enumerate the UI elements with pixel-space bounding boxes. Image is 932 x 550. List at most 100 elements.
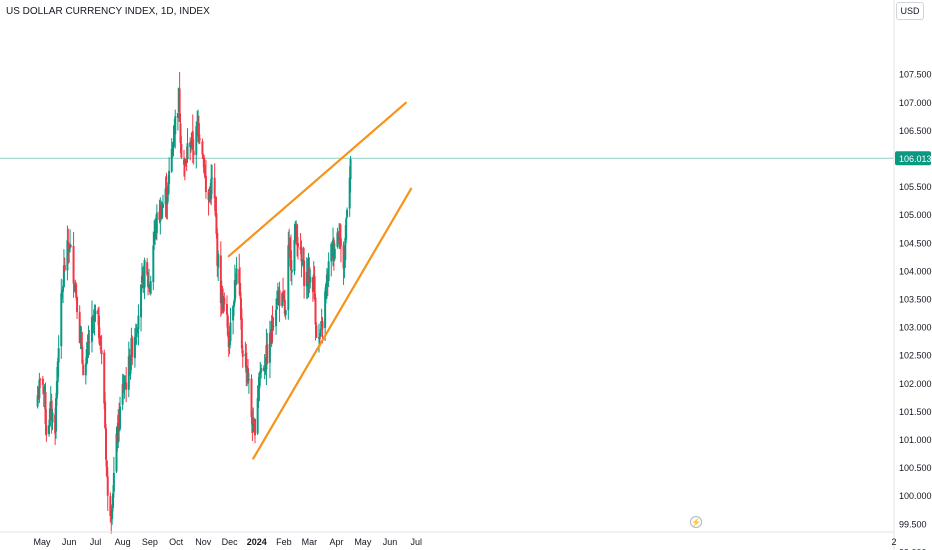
candle [223, 292, 226, 312]
candle [125, 366, 128, 403]
candle [250, 374, 253, 425]
candle [119, 396, 122, 432]
x-tick-label: Jul [411, 537, 423, 547]
candle [178, 71, 181, 123]
x-tick-label: Mar [302, 537, 318, 547]
y-tick-label: 99.500 [899, 519, 927, 529]
x-tick-label: Jun [62, 537, 77, 547]
trendline-upper[interactable] [227, 101, 407, 258]
candle [147, 268, 150, 289]
candle [349, 155, 352, 193]
candle [57, 335, 60, 377]
candle [189, 137, 192, 161]
candle [106, 467, 109, 511]
candle [137, 304, 140, 346]
x-tick-label: Sep [142, 537, 158, 547]
candle [262, 365, 265, 372]
y-tick-label: 104.000 [899, 266, 932, 276]
x-tick-label: 2024 [247, 537, 267, 547]
candle [81, 331, 84, 365]
candle [122, 374, 125, 394]
x-tick-label: Dec [222, 537, 239, 547]
candle [284, 309, 287, 320]
candle [135, 324, 138, 345]
candle [104, 423, 107, 467]
candle [258, 372, 261, 402]
candle [260, 364, 263, 379]
candle [333, 243, 336, 262]
candle [115, 426, 118, 473]
x-tick-label: Nov [195, 537, 212, 547]
y-tick-label: 99.000 [899, 547, 927, 550]
candle [198, 134, 201, 144]
candle [275, 298, 278, 335]
y-tick-label: 105.500 [899, 182, 932, 192]
candle [90, 300, 93, 353]
candle [94, 304, 97, 322]
candle [270, 315, 273, 348]
candle [147, 272, 150, 296]
candle [245, 344, 248, 386]
candle [289, 234, 292, 282]
candle [268, 320, 271, 379]
candle [131, 335, 134, 366]
candle [216, 228, 219, 277]
y-tick-label: 101.000 [899, 435, 932, 445]
price-axis: 99.000 99.500 100.000 100.500 101.000 101.500… [893, 0, 932, 550]
y-tick-label: 102.500 [899, 351, 932, 361]
y-tick-label: 100.500 [899, 463, 932, 473]
candle [296, 236, 299, 260]
candle [100, 335, 103, 365]
candle [272, 316, 275, 331]
candle [204, 159, 207, 199]
candle [211, 164, 214, 194]
x-tick-label: Apr [330, 537, 344, 547]
y-tick-label: 102.000 [899, 379, 932, 389]
y-tick-label: 100.000 [899, 491, 932, 501]
x-tick-label: Feb [276, 537, 292, 547]
candle [186, 128, 189, 163]
candle [263, 353, 266, 380]
candle [180, 136, 183, 159]
currency-button[interactable]: USD [896, 2, 924, 20]
candle [300, 240, 303, 278]
candle [226, 313, 229, 338]
candle [109, 492, 112, 523]
candle [82, 359, 85, 376]
candle [149, 275, 152, 296]
x-tick-label: May [354, 537, 372, 547]
candle [203, 154, 206, 175]
candle [174, 109, 177, 149]
candles [36, 71, 352, 534]
candle [41, 376, 44, 395]
candle [217, 250, 220, 282]
candle [66, 225, 69, 281]
x-tick-label: Jun [383, 537, 398, 547]
candle [69, 244, 72, 248]
candle [195, 121, 198, 169]
candle [235, 256, 238, 286]
candle [346, 207, 349, 219]
candle [210, 164, 213, 206]
candle [252, 407, 255, 433]
y-tick-label: 107.500 [899, 70, 932, 80]
trendline-lower[interactable] [252, 187, 413, 460]
candle [161, 194, 164, 208]
candle [104, 391, 107, 430]
candle [345, 216, 348, 244]
lightning-icon[interactable]: ⚡ [690, 516, 702, 528]
candle [98, 327, 101, 346]
candle [45, 408, 48, 442]
candle [303, 247, 306, 299]
candle [155, 204, 158, 241]
candle [281, 292, 284, 308]
candle [38, 372, 41, 404]
candle [254, 418, 257, 444]
candle [63, 257, 66, 272]
candle [313, 266, 316, 301]
candle [287, 231, 290, 320]
candle [55, 392, 58, 439]
candle [143, 257, 146, 300]
candle [247, 372, 250, 394]
